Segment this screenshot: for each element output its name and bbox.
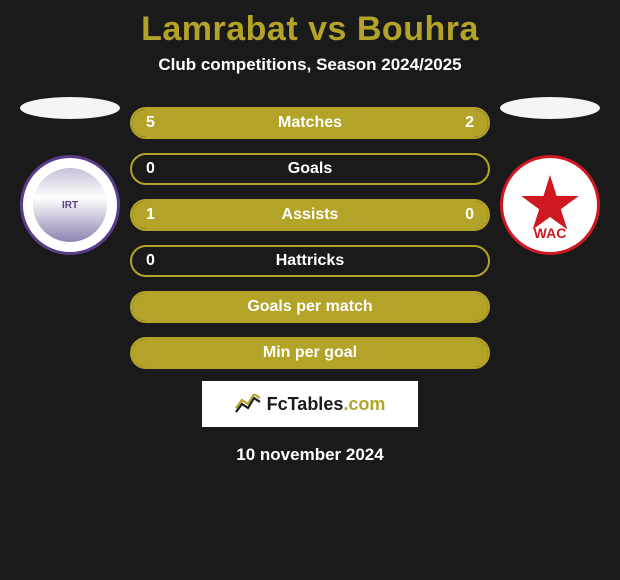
bar-matches-val-right: 2 [465, 114, 474, 132]
bar-gpm-label: Goals per match [132, 298, 488, 316]
club-badge-left-inner: IRT [33, 168, 107, 242]
right-column: WAC [490, 97, 610, 255]
brand-text: FcTables.com [267, 394, 386, 415]
club-badge-left: IRT [20, 155, 120, 255]
bar-assists-label: Assists [132, 206, 488, 224]
content-row: IRT 5 Matches 2 0 Goals 1 Assists 0 [0, 97, 620, 369]
infographic-root: Lamrabat vs Bouhra Club competitions, Se… [0, 0, 620, 465]
date-line: 10 november 2024 [236, 445, 383, 465]
bar-hattricks: 0 Hattricks [130, 245, 490, 277]
brand-box: FcTables.com [202, 381, 418, 427]
left-column: IRT [10, 97, 130, 255]
bar-mpg-label: Min per goal [132, 344, 488, 362]
bar-matches: 5 Matches 2 [130, 107, 490, 139]
bar-goals-label: Goals [132, 160, 488, 178]
brand-suffix: .com [343, 394, 385, 414]
player-ellipse-left [20, 97, 120, 119]
player-ellipse-right [500, 97, 600, 119]
club-badge-left-label: IRT [62, 200, 78, 211]
bar-assists: 1 Assists 0 [130, 199, 490, 231]
club-badge-right-inner: WAC [510, 165, 590, 245]
brand-name: FcTables [267, 394, 344, 414]
page-title: Lamrabat vs Bouhra [141, 10, 479, 49]
bar-goals: 0 Goals [130, 153, 490, 185]
club-badge-right: WAC [500, 155, 600, 255]
club-badge-right-label: WAC [510, 225, 590, 241]
bars-column: 5 Matches 2 0 Goals 1 Assists 0 0 Hattri… [130, 97, 490, 369]
page-subtitle: Club competitions, Season 2024/2025 [158, 55, 461, 75]
bar-gpm: Goals per match [130, 291, 490, 323]
bar-hattricks-label: Hattricks [132, 252, 488, 270]
bar-assists-val-right: 0 [465, 206, 474, 224]
bar-matches-label: Matches [132, 114, 488, 132]
chart-icon [235, 394, 261, 414]
bar-mpg: Min per goal [130, 337, 490, 369]
